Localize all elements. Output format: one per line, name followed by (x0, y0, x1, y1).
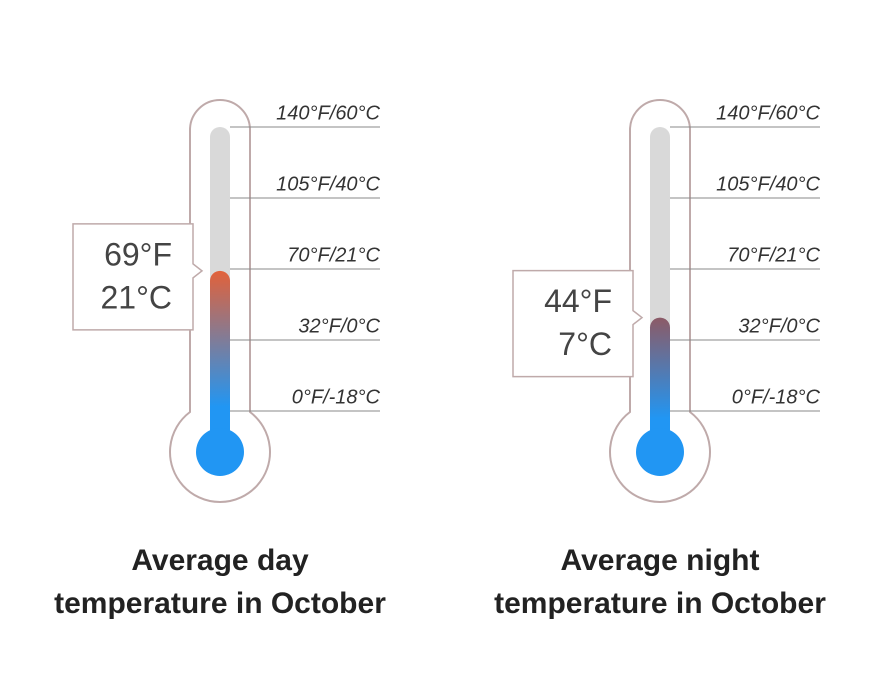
value-callout (72, 223, 204, 331)
chart-title: Average night (561, 544, 760, 577)
value-label: 21°C (101, 279, 173, 315)
tick-label: 105°F/40°C (276, 173, 380, 195)
value-label: 69°F (104, 236, 172, 272)
bulb (196, 428, 244, 476)
tick-label: 32°F/0°C (298, 315, 380, 337)
chart-title: Average day (131, 544, 309, 577)
bulb (636, 428, 684, 476)
value-label: 44°F (544, 283, 612, 319)
mercury (650, 317, 670, 452)
tick-label: 70°F/21°C (287, 244, 380, 266)
tick-label: 0°F/-18°C (732, 386, 821, 408)
tick-label: 140°F/60°C (716, 102, 820, 124)
tick-label: 105°F/40°C (716, 173, 820, 195)
tick-label: 70°F/21°C (727, 244, 820, 266)
tick-label: 140°F/60°C (276, 102, 380, 124)
tick-label: 0°F/-18°C (292, 386, 381, 408)
chart-title: temperature in October (54, 587, 386, 620)
mercury (210, 270, 230, 452)
value-callout (512, 269, 644, 378)
chart-title: temperature in October (494, 587, 826, 620)
value-label: 7°C (558, 326, 612, 362)
tick-label: 32°F/0°C (738, 315, 820, 337)
